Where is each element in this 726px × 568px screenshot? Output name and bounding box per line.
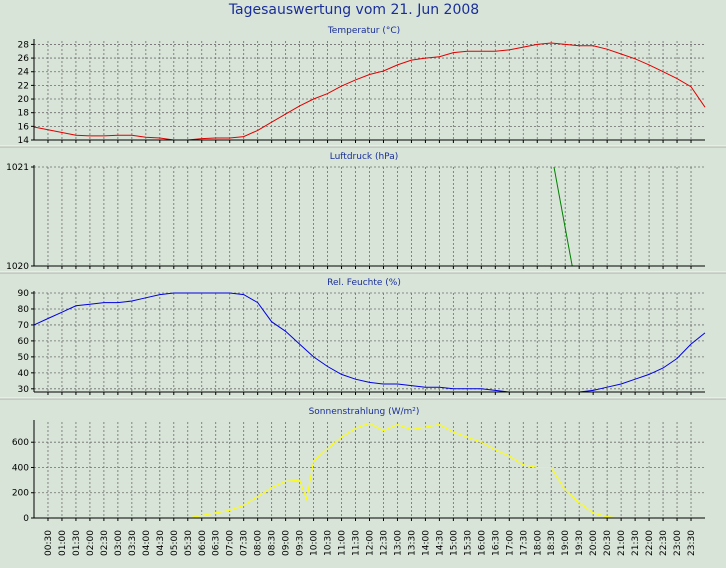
x-tick-label: 02:00 xyxy=(86,530,96,556)
x-tick-label: 18:30 xyxy=(547,530,557,556)
x-tick-label: 21:30 xyxy=(631,530,641,556)
humidity-y-tick-label: 60 xyxy=(18,337,30,347)
humidity-series-line xyxy=(33,292,706,393)
temperature-plot: 14 16 18 20 22 24 26 28 xyxy=(18,39,706,146)
x-tick-label: 12:00 xyxy=(366,530,376,556)
x-tick-label: 08:00 xyxy=(254,530,264,556)
temperature-y-tick-label: 22 xyxy=(18,81,29,91)
x-tick-label: 20:30 xyxy=(603,530,613,556)
x-tick-label: 01:30 xyxy=(72,530,82,556)
x-tick-label: 15:00 xyxy=(449,530,459,556)
x-tick-label: 06:30 xyxy=(212,530,222,556)
humidity-y-tick-label: 50 xyxy=(18,353,30,363)
x-tick-label: 08:30 xyxy=(268,530,278,556)
x-tick-label: 19:00 xyxy=(561,530,571,556)
x-tick-label: 22:00 xyxy=(645,530,655,556)
temperature-series-line xyxy=(33,42,706,141)
pressure-plot: 1020 1021 xyxy=(6,163,705,272)
x-tick-label: 21:00 xyxy=(617,530,627,556)
temperature-y-tick-label: 26 xyxy=(18,54,30,64)
x-tick-label: 12:30 xyxy=(379,530,389,556)
x-axis-tick-labels: 00:30 01:00 01:30 02:00 02:30 03:00 03:30 04:00… xyxy=(44,530,697,556)
radiation-y-tick-label: 600 xyxy=(12,438,29,448)
radiation-series-line xyxy=(187,422,622,519)
x-tick-label: 02:30 xyxy=(100,530,110,556)
x-tick-label: 14:30 xyxy=(435,530,445,556)
pressure-y-tick-label: 1021 xyxy=(6,163,29,173)
x-tick-label: 07:00 xyxy=(226,530,236,556)
x-tick-label: 05:30 xyxy=(184,530,194,556)
radiation-plot: 0 200 400 600 xyxy=(12,420,705,524)
x-tick-label: 10:00 xyxy=(310,530,320,556)
humidity-y-tick-label: 80 xyxy=(18,305,30,315)
temperature-panel: Temperatur (°C) xyxy=(327,26,400,36)
humidity-panel-title: Rel. Feuchte (%) xyxy=(327,278,401,288)
radiation-y-tick-label: 0 xyxy=(23,514,29,524)
x-tick-label: 03:30 xyxy=(128,530,138,556)
x-tick-label: 06:00 xyxy=(198,530,208,556)
x-tick-label: 11:00 xyxy=(338,530,348,556)
x-tick-label: 13:00 xyxy=(393,530,403,556)
pressure-y-tick-label: 1020 xyxy=(6,262,29,272)
humidity-y-tick-label: 30 xyxy=(18,385,30,395)
humidity-panel: Rel. Feuchte (%) xyxy=(327,278,401,288)
x-tick-label: 09:30 xyxy=(296,530,306,556)
radiation-panel: Sonnenstrahlung (W/m²) xyxy=(309,407,420,417)
radiation-y-tick-label: 400 xyxy=(12,463,29,473)
pressure-panel: Luftdruck (hPa) xyxy=(330,152,399,162)
temperature-y-tick-label: 28 xyxy=(18,40,30,50)
pressure-series-line xyxy=(553,166,573,267)
humidity-y-tick-label: 70 xyxy=(18,321,30,331)
temperature-y-tick-label: 18 xyxy=(18,109,30,119)
radiation-panel-title: Sonnenstrahlung (W/m²) xyxy=(309,407,420,417)
x-tick-label: 16:30 xyxy=(491,530,501,556)
x-tick-label: 07:30 xyxy=(240,530,250,556)
pressure-panel-title: Luftdruck (hPa) xyxy=(330,152,399,162)
x-tick-label: 16:00 xyxy=(477,530,487,556)
x-tick-label: 01:00 xyxy=(58,530,68,556)
x-tick-label: 04:00 xyxy=(142,530,152,556)
x-tick-label: 05:00 xyxy=(170,530,180,556)
radiation-y-tick-label: 200 xyxy=(12,489,29,499)
x-tick-label: 15:30 xyxy=(463,530,473,556)
x-tick-label: 10:30 xyxy=(324,530,334,556)
x-tick-label: 09:00 xyxy=(282,530,292,556)
temperature-y-tick-label: 14 xyxy=(18,136,30,146)
x-tick-label: 11:30 xyxy=(352,530,362,556)
plot-areas: 14 16 18 20 22 24 26 28 1020 1021 30 40 50 60 70 80 90 0 2… xyxy=(0,39,726,524)
x-tick-label: 22:30 xyxy=(659,530,669,556)
humidity-y-tick-label: 40 xyxy=(18,369,30,379)
temperature-y-tick-label: 20 xyxy=(18,95,30,105)
x-tick-label: 19:30 xyxy=(575,530,585,556)
x-tick-label: 23:00 xyxy=(673,530,683,556)
page-title: Tagesauswertung vom 21. Jun 2008 xyxy=(228,2,479,18)
x-tick-label: 23:30 xyxy=(687,530,697,556)
temperature-y-tick-label: 24 xyxy=(18,68,30,78)
x-tick-label: 17:30 xyxy=(519,530,529,556)
x-tick-label: 00:30 xyxy=(44,530,54,556)
humidity-plot: 30 40 50 60 70 80 90 xyxy=(18,289,706,395)
temperature-panel-title: Temperatur (°C) xyxy=(327,26,400,36)
x-tick-label: 04:30 xyxy=(156,530,166,556)
x-tick-label: 13:30 xyxy=(407,530,417,556)
x-tick-label: 20:00 xyxy=(589,530,599,556)
humidity-y-tick-label: 90 xyxy=(18,289,30,299)
x-tick-label: 18:00 xyxy=(533,530,543,556)
temperature-y-tick-label: 16 xyxy=(18,122,30,132)
x-tick-label: 03:00 xyxy=(114,530,124,556)
x-tick-label: 17:00 xyxy=(505,530,515,556)
x-tick-label: 14:00 xyxy=(421,530,431,556)
